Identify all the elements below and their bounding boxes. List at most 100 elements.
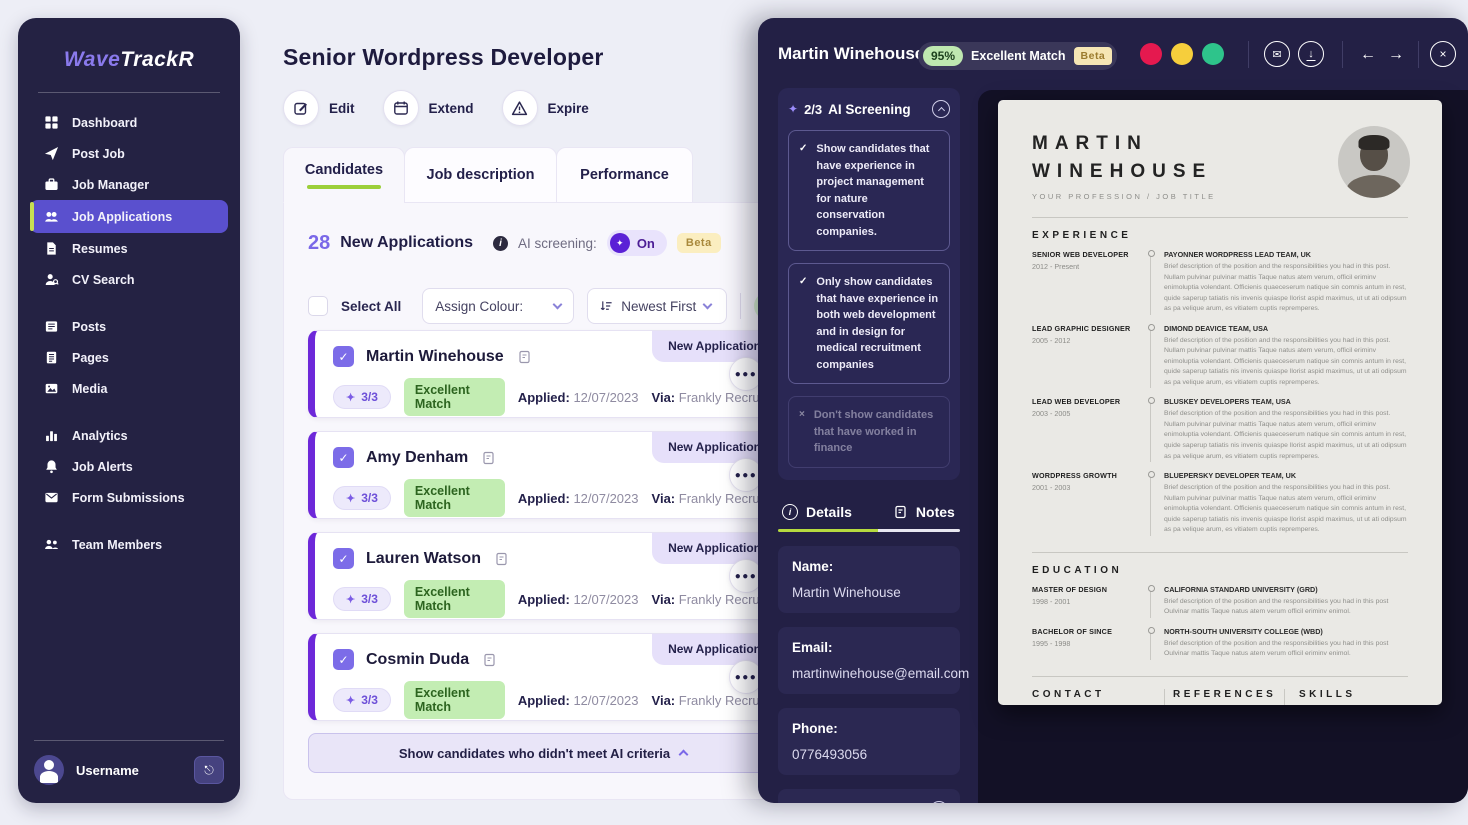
expire-button[interactable]: Expire (501, 90, 589, 126)
team-icon (45, 539, 59, 549)
previous-candidate-button[interactable]: ← (1360, 46, 1376, 63)
logout-button[interactable]: ⎋ (194, 756, 224, 784)
assign-colour-dropdown[interactable]: Assign Colour: (422, 288, 575, 324)
experience-entry: LEAD WEB DEVELOPER 2003 - 2005 BLUSKEY DE… (1032, 397, 1408, 463)
candidate-checkbox[interactable]: ✓ (333, 346, 354, 367)
sidebar-item-label: Form Submissions (72, 490, 185, 505)
select-all-label: Select All (341, 298, 402, 314)
new-application-badge: New Application (652, 634, 777, 665)
experience-entry: SENIOR WEB DEVELOPER 2012 - Present PAYON… (1032, 250, 1408, 315)
download-button[interactable]: ↓ (1298, 41, 1324, 67)
more-options-button[interactable]: ●●● (729, 559, 763, 593)
username: Username (76, 762, 139, 778)
ai-screening-toggle[interactable]: ✦ On (606, 230, 667, 256)
applied-date: Applied: 12/07/2023 (517, 692, 639, 708)
field-skills: Skills: Wordpress PHP (778, 788, 960, 803)
send-icon (44, 146, 59, 161)
applied-via: Via: Frankly Recruit... (651, 692, 777, 708)
beta-badge: Beta (676, 233, 721, 253)
close-button[interactable]: × (1430, 41, 1456, 67)
match-badge: Excellent Match (403, 580, 505, 618)
tab-performance[interactable]: Performance (556, 147, 693, 203)
sidebar-item-cv-search[interactable]: CV Search (30, 264, 228, 295)
ai-score-pill: ✦ 3/3 (333, 385, 391, 409)
sidebar-item-job-applications[interactable]: Job Applications (30, 200, 228, 233)
extend-button[interactable]: Extend (382, 90, 474, 126)
sidebar-item-media[interactable]: Media (30, 373, 228, 404)
more-options-button[interactable]: ●●● (729, 660, 763, 694)
resume-photo (1338, 126, 1410, 198)
note-icon[interactable] (483, 653, 497, 667)
colour-tag-green[interactable] (1202, 43, 1224, 65)
divider (1032, 551, 1408, 553)
candidate-detail-panel: Martin Winehouse 95% Excellent Match Bet… (758, 18, 1468, 803)
email-button[interactable]: ✉ (1264, 41, 1290, 67)
education-entry: MASTER OF DESIGN 1998 - 2001 CALIFORNIA S… (1032, 584, 1408, 618)
tab-details[interactable]: i Details (782, 503, 852, 520)
dashboard-icon (45, 116, 58, 129)
sidebar-item-posts[interactable]: Posts (30, 311, 228, 342)
resume-preview-area: MARTIN WINEHOUSE YOUR PROFESSION / JOB TI… (978, 90, 1468, 803)
note-icon[interactable] (518, 350, 532, 364)
ai-screening-label: AI screening: (518, 235, 597, 251)
candidate-checkbox[interactable]: ✓ (333, 649, 354, 670)
candidate-card[interactable]: New Application ✓ Cosmin Duda ✦ 3/3 Excel… (308, 633, 778, 721)
sidebar-item-analytics[interactable]: Analytics (30, 420, 228, 451)
sidebar: WaveTrackR Dashboard Post Job Job Manage… (18, 18, 240, 803)
beta-badge: Beta (1073, 47, 1113, 65)
sidebar-item-resumes[interactable]: Resumes (30, 233, 228, 264)
analytics-icon (46, 431, 57, 442)
candidate-card[interactable]: New Application ✓ Martin Winehouse ✦ 3/3 … (308, 330, 778, 418)
candidate-checkbox[interactable]: ✓ (333, 447, 354, 468)
sidebar-item-form-submissions[interactable]: Form Submissions (30, 482, 228, 513)
tab-job-description[interactable]: Job description (404, 147, 557, 203)
colour-tag-yellow[interactable] (1171, 43, 1193, 65)
show-hidden-candidates-button[interactable]: Show candidates who didn't meet AI crite… (308, 733, 778, 773)
chevron-down-icon (552, 299, 563, 310)
sidebar-item-label: Pages (72, 350, 109, 365)
sidebar-item-label: Resumes (72, 241, 128, 256)
next-candidate-button[interactable]: → (1388, 46, 1404, 63)
sidebar-item-label: Analytics (72, 428, 128, 443)
tab-underline (778, 528, 960, 532)
ai-screening-section: ✦ 2/3 AI Screening ✓ Show candidates tha… (778, 88, 960, 480)
bell-icon (46, 460, 57, 474)
candidate-checkbox[interactable]: ✓ (333, 548, 354, 569)
sort-dropdown[interactable]: Newest First (587, 288, 728, 324)
sidebar-item-job-manager[interactable]: Job Manager (30, 169, 228, 200)
tab-notes[interactable]: Notes (894, 504, 955, 520)
edit-button[interactable]: Edit (283, 90, 355, 126)
note-icon[interactable] (482, 451, 496, 465)
divider (1342, 41, 1343, 68)
applied-via: Via: Frankly Recruit... (651, 389, 777, 405)
sidebar-item-post-job[interactable]: Post Job (30, 138, 228, 169)
more-options-button[interactable]: ●●● (729, 357, 763, 391)
select-all-checkbox[interactable] (308, 296, 328, 316)
collapse-button[interactable] (932, 100, 950, 118)
applications-count: 28 (308, 231, 331, 254)
match-percent-badge: 95% (923, 46, 964, 66)
edit-icon (283, 90, 319, 126)
ai-score-pill: ✦ 3/3 (333, 587, 391, 611)
note-icon[interactable] (495, 552, 509, 566)
resume-section-heading: EDUCATION (1032, 564, 1123, 576)
colour-tag-red[interactable] (1140, 43, 1162, 65)
document-icon (47, 242, 56, 255)
candidate-card[interactable]: New Application ✓ Amy Denham ✦ 3/3 Excell… (308, 431, 778, 519)
sidebar-item-dashboard[interactable]: Dashboard (30, 107, 228, 138)
sidebar-item-team-members[interactable]: Team Members (30, 529, 228, 560)
candidate-name: Martin Winehouse (366, 347, 504, 365)
ai-score-pill: ✦ 3/3 (333, 688, 391, 712)
screening-criterion-pass: ✓ Only show candidates that have experie… (788, 263, 950, 384)
candidate-card[interactable]: New Application ✓ Lauren Watson ✦ 3/3 Exc… (308, 532, 778, 620)
avatar (34, 755, 64, 785)
resume-name: MARTIN WINEHOUSE (1032, 133, 1213, 182)
sidebar-item-job-alerts[interactable]: Job Alerts (30, 451, 228, 482)
panel-candidate-name: Martin Winehouse (778, 44, 925, 63)
sidebar-item-label: Media (72, 381, 108, 396)
tab-candidates[interactable]: Candidates (283, 147, 405, 203)
screening-criterion-fail: × Don't show candidates that have worked… (788, 396, 950, 468)
sparkle-icon: ✦ (346, 492, 356, 505)
match-score-pill: 95% Excellent Match Beta (918, 42, 1118, 70)
sidebar-item-pages[interactable]: Pages (30, 342, 228, 373)
